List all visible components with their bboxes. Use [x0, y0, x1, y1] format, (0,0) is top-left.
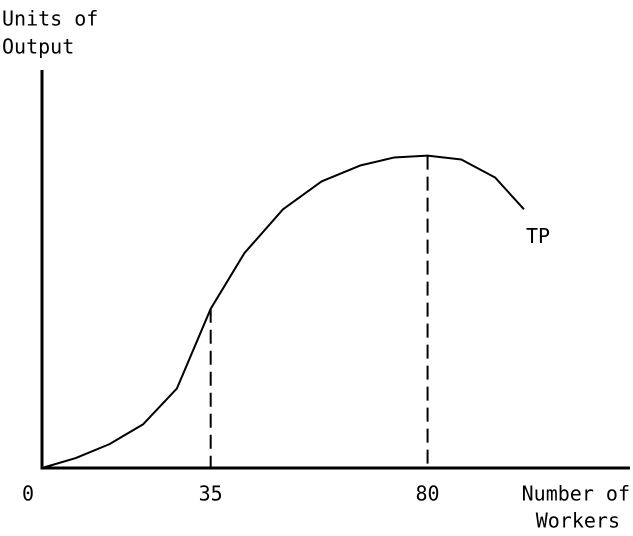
x-axis-label: Workers: [536, 509, 620, 533]
x-tick-label: 35: [199, 482, 223, 506]
y-axis-label: Output: [2, 35, 74, 59]
x-tick-label: 80: [416, 482, 440, 506]
series-label: TP: [526, 224, 550, 248]
x-axis-label: Number of: [522, 482, 630, 506]
tp-curve: [41, 154, 525, 469]
y-axis-label: Units of: [2, 7, 98, 31]
x-tick-label: 0: [22, 482, 34, 506]
